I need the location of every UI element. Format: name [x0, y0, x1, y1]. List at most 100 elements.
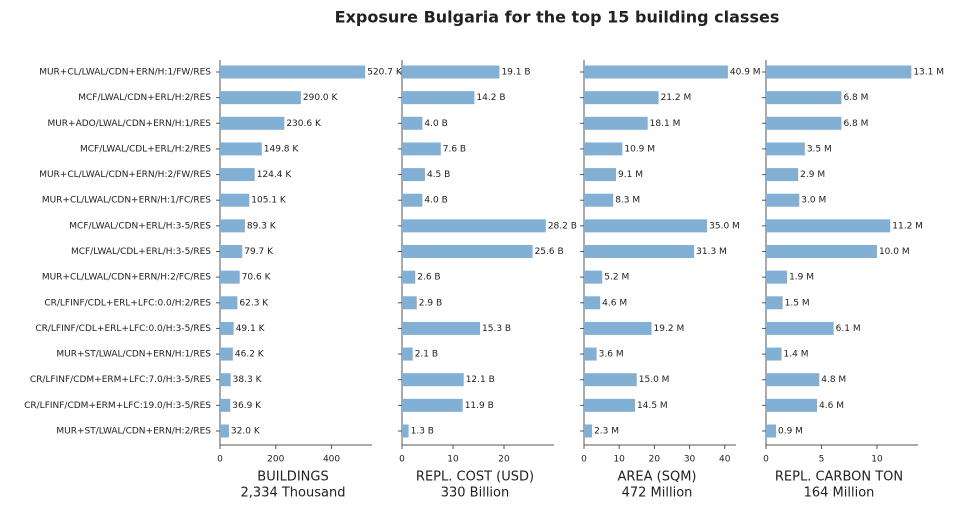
value-label: 2.9 M	[800, 170, 825, 180]
bar	[584, 65, 728, 79]
value-label: 13.1 M	[913, 68, 944, 78]
category-label: CR/LFINF/CDL+ERL+LFC:0.0/H:2/RES	[44, 298, 211, 308]
bar	[220, 116, 285, 130]
value-label: 25.6 B	[535, 247, 564, 257]
value-label: 4.5 B	[427, 170, 450, 180]
value-label: 7.6 B	[443, 144, 466, 154]
category-label: MCF/LWAL/CDL+ERL/H:2/RES	[80, 144, 211, 154]
bar	[584, 168, 617, 182]
bar	[220, 168, 255, 182]
bar	[584, 116, 648, 130]
bar	[584, 270, 603, 284]
bar	[584, 373, 637, 387]
chart-title: Exposure Bulgaria for the top 15 buildin…	[335, 8, 780, 27]
bar	[766, 193, 800, 207]
category-label: CR/LFINF/CDM+ERM+LFC:19.0/H:3-5/RES	[24, 401, 211, 411]
bar	[220, 270, 240, 284]
x-tick-label: 0	[581, 455, 587, 465]
bar	[220, 424, 229, 438]
bar	[584, 219, 708, 233]
bar	[402, 321, 481, 335]
bar	[402, 245, 533, 258]
value-label: 6.1 M	[836, 324, 861, 334]
x-axis-label: REPL. COST (USD)	[416, 470, 534, 485]
bar	[220, 193, 250, 207]
bar	[220, 373, 231, 387]
x-tick-label: 0	[763, 455, 769, 465]
x-axis-note: 330 Billion	[441, 486, 510, 501]
bar	[402, 398, 463, 412]
bar	[766, 424, 776, 438]
bar	[584, 193, 614, 207]
value-label: 6.8 M	[843, 93, 868, 103]
x-axis-label: REPL. CARBON TON	[775, 470, 903, 485]
value-label: 14.5 M	[637, 401, 668, 411]
category-label: CR/LFINF/CDM+ERM+LFC:7.0/H:3-5/RES	[30, 375, 211, 385]
bar	[584, 245, 695, 258]
x-tick-label: 30	[684, 455, 696, 465]
value-label: 3.6 M	[599, 350, 624, 360]
bar	[220, 245, 243, 258]
x-tick-label: 200	[267, 455, 284, 465]
value-label: 4.0 B	[424, 119, 447, 129]
category-label: MUR+ADO/LWAL/CDN+ERN/H:1/RES	[47, 119, 211, 129]
bar	[766, 347, 782, 361]
bar	[766, 168, 799, 182]
x-tick-label: 20	[649, 455, 661, 465]
value-label: 1.5 M	[785, 298, 810, 308]
value-label: 520.7 K	[367, 68, 403, 78]
value-label: 6.8 M	[843, 119, 868, 129]
value-label: 14.2 B	[476, 93, 505, 103]
bar	[766, 398, 818, 412]
bar	[766, 373, 820, 387]
bar	[766, 321, 834, 335]
bar	[766, 270, 788, 284]
bar	[766, 65, 912, 79]
value-label: 8.3 M	[615, 196, 640, 206]
bar	[584, 91, 659, 105]
bar	[402, 116, 423, 130]
value-label: 79.7 K	[244, 247, 274, 257]
x-tick-label: 40	[719, 455, 731, 465]
x-tick-label: 10	[871, 455, 883, 465]
x-axis-label: BUILDINGS	[257, 470, 328, 485]
bar	[220, 321, 234, 335]
value-label: 11.2 M	[892, 221, 923, 231]
value-label: 290.0 K	[303, 93, 339, 103]
value-label: 2.3 M	[594, 427, 619, 437]
value-label: 4.0 B	[424, 196, 447, 206]
value-label: 89.3 K	[247, 221, 277, 231]
bar	[220, 398, 231, 412]
value-label: 4.6 M	[819, 401, 844, 411]
bar	[402, 168, 425, 182]
bar	[402, 424, 409, 438]
value-label: 49.1 K	[236, 324, 266, 334]
value-label: 21.2 M	[661, 93, 692, 103]
value-label: 2.1 B	[415, 350, 438, 360]
bar	[402, 347, 413, 361]
bar	[766, 116, 842, 130]
bar	[402, 296, 417, 310]
value-label: 3.0 M	[801, 196, 826, 206]
value-label: 9.1 M	[618, 170, 643, 180]
bar	[584, 347, 597, 361]
bar	[402, 65, 500, 79]
bar	[766, 91, 842, 105]
value-label: 105.1 K	[251, 196, 287, 206]
value-label: 35.0 M	[709, 221, 740, 231]
bar	[402, 142, 441, 156]
value-label: 4.8 M	[821, 375, 846, 385]
value-label: 28.2 B	[548, 221, 577, 231]
bar	[766, 142, 805, 156]
value-label: 4.6 M	[602, 298, 627, 308]
value-label: 1.9 M	[789, 273, 814, 283]
value-label: 40.9 M	[730, 68, 761, 78]
bar	[402, 373, 464, 387]
value-label: 38.3 K	[233, 375, 263, 385]
value-label: 31.3 M	[696, 247, 727, 257]
x-tick-label: 400	[323, 455, 340, 465]
category-label: MCF/LWAL/CDL+ERL/H:3-5/RES	[71, 247, 211, 257]
x-tick-label: 10	[447, 455, 459, 465]
category-label: MUR+ST/LWAL/CDN+ERN/H:1/RES	[56, 350, 211, 360]
value-label: 11.9 B	[465, 401, 494, 411]
